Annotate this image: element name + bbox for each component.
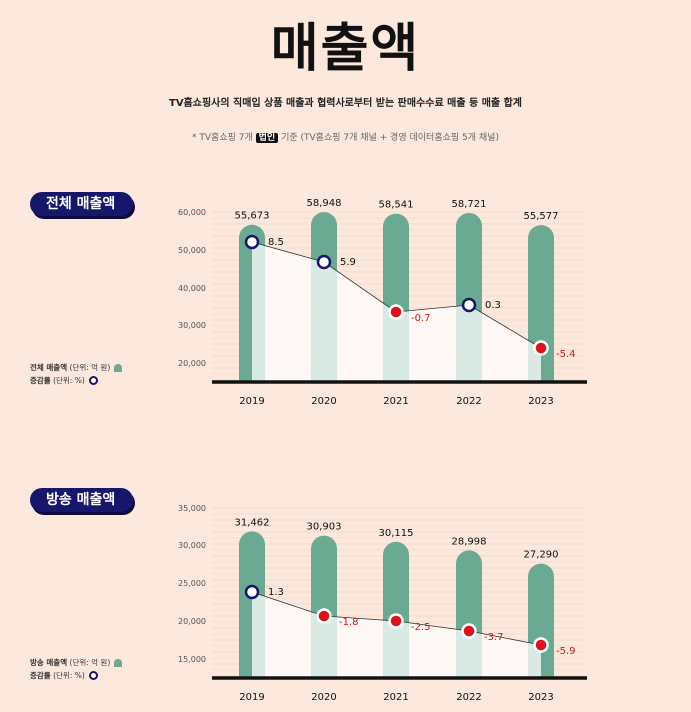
bar-value-label: 31,462 [235,517,270,528]
y-tick-label: 30,000 [178,541,206,550]
chart1-title-pill: 전체 매출액 [30,192,134,216]
y-tick-label: 50,000 [178,246,206,255]
legend-bar-name: 방송 매출액 [30,658,68,667]
x-tick-label: 2020 [311,692,336,703]
bar-value-label: 27,290 [524,550,559,561]
rate-label: -3.7 [484,632,504,643]
y-tick-label: 20,000 [178,359,206,368]
rate-point [533,637,549,653]
bar-value-label: 28,998 [452,536,487,547]
rate-point [388,304,404,320]
y-tick-label: 60,000 [178,208,206,217]
x-tick-label: 2019 [239,396,264,407]
y-tick-label: 15,000 [178,655,206,664]
page-title: 매출액 [270,19,421,79]
legend-bar-item: 방송 매출액 (단위: 억 원) [30,656,123,669]
rate-point [388,613,404,629]
page-subtitle: TV홈쇼핑사의 직매입 상품 매출과 협력사로부터 받는 판매수수료 매출 등 … [169,98,522,109]
bar-value-label: 58,721 [452,199,487,210]
note-badge: 법인 [255,133,279,143]
x-tick-label: 2023 [528,692,553,703]
legend-bar-unit: (단위: 억 원) [69,658,111,667]
rate-point [316,254,332,270]
bar [528,225,554,382]
chart1-legend: 전체 매출액 (단위: 억 원) 증감률 (단위: %) [30,361,123,387]
rate-point [244,584,260,600]
rate-label: -5.4 [556,349,576,360]
rate-label: -2.5 [411,622,431,633]
legend-dot-name: 증감률 [30,671,51,680]
legend-dot-name: 증감률 [30,376,51,385]
rate-label: 5.9 [340,257,356,268]
rate-area [252,592,541,678]
rate-point [244,234,260,250]
note-suffix: 기준 (TV홈쇼핑 7개 채널 + 경영 데이터홈쇼핑 5개 채널) [281,133,499,143]
bar-swatch-icon [114,363,123,372]
x-tick-label: 2022 [456,396,481,407]
y-tick-label: 25,000 [178,579,206,588]
rate-point [461,297,477,313]
rate-label: -1.8 [339,617,359,628]
basis-note: * TV홈쇼핑 7개 법인 기준 (TV홈쇼핑 7개 채널 + 경영 데이터홈쇼… [0,130,691,143]
bar-value-label: 55,577 [524,211,559,222]
bar-value-label: 30,115 [379,528,414,539]
rate-label: -0.7 [411,313,431,324]
chart-broadcast-sales: 35,000 30,000 25,000 20,000 15,000 31,462 30,9… [178,504,587,703]
legend-bar-item: 전체 매출액 (단위: 억 원) [30,361,123,374]
x-tick-label: 2023 [528,396,553,407]
chart2-legend: 방송 매출액 (단위: 억 원) 증감률 (단위: %) [30,656,123,682]
x-tick-label: 2019 [239,692,264,703]
rate-label: 0.3 [485,300,501,311]
legend-bar-name: 전체 매출액 [30,363,68,372]
rate-label: -5.9 [556,646,576,657]
y-tick-label: 35,000 [178,504,206,513]
rate-point [533,340,549,356]
dot-swatch-icon [88,376,98,385]
bar-value-label: 55,673 [235,211,270,222]
note-prefix: * TV홈쇼핑 7개 [192,133,253,143]
legend-dot-item: 증감률 (단위: %) [30,374,122,387]
bar-value-label: 58,541 [379,200,414,211]
x-tick-label: 2020 [311,396,336,407]
legend-dot-item: 증감률 (단위: %) [30,669,122,682]
x-tick-label: 2022 [456,692,481,703]
x-tick-label: 2021 [383,396,408,407]
rate-point [461,623,477,639]
y-tick-label: 40,000 [178,284,206,293]
x-tick-label: 2021 [383,692,408,703]
legend-dot-unit: (단위: %) [53,376,85,385]
rate-label: 1.3 [268,587,284,598]
legend-bar-unit: (단위: 억 원) [69,363,111,372]
bar-value-label: 30,903 [307,522,342,533]
dot-swatch-icon [88,671,98,680]
chart-total-sales: 60,000 50,000 40,000 30,000 20,000 55,673 58,9… [178,198,587,407]
bar-value-label: 58,948 [307,198,342,209]
y-tick-label: 30,000 [178,321,206,330]
legend-dot-unit: (단위: %) [53,671,85,680]
chart2-title-pill: 방송 매출액 [30,488,134,512]
rate-label: 8.5 [268,237,284,248]
y-tick-label: 20,000 [178,617,206,626]
bar-swatch-icon [114,658,123,667]
rate-point [316,608,332,624]
